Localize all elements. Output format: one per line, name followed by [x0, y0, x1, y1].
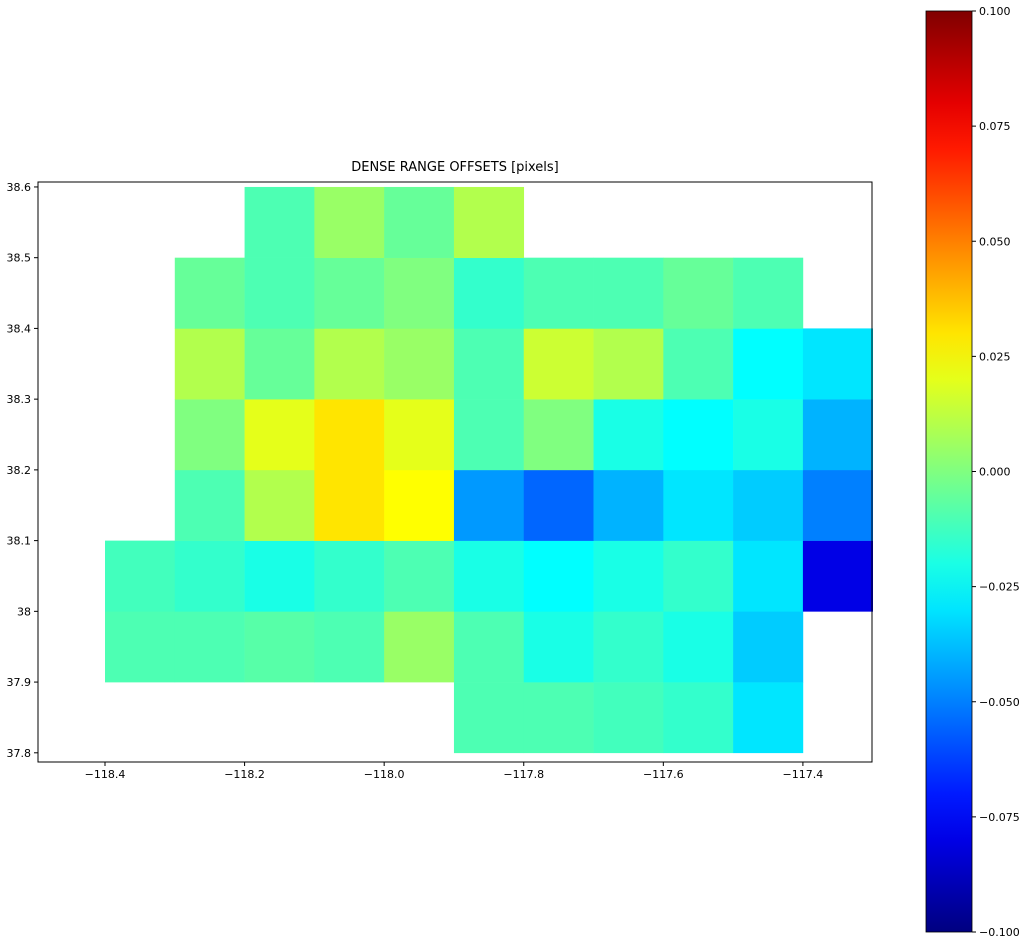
heatmap-cell: [663, 611, 734, 683]
heatmap-cell: [802, 328, 873, 400]
heatmap-cell: [244, 540, 315, 612]
heatmap-cell: [523, 399, 594, 471]
heatmap-cell: [523, 328, 594, 400]
colorbar-tick-label: 0.050: [979, 235, 1011, 248]
heatmap-cell: [384, 469, 455, 541]
heatmap-cell: [453, 611, 525, 683]
heatmap-cell: [244, 611, 315, 683]
heatmap-cell: [314, 469, 385, 541]
colorbar: [925, 10, 973, 933]
heatmap-cell: [663, 540, 734, 612]
y-tick-label: 37.8: [7, 747, 32, 760]
heatmap-cell: [174, 328, 245, 400]
heatmap-cell: [593, 611, 664, 683]
heatmap-cell: [453, 328, 525, 400]
colorbar-tick-label: −0.075: [979, 811, 1020, 824]
plot-frame: [37, 181, 873, 763]
x-tick-label: −117.6: [643, 768, 684, 781]
heatmap-cell: [453, 257, 525, 329]
colorbar-tick-label: 0.075: [979, 120, 1011, 133]
heatmap-cell: [802, 399, 873, 471]
heatmap-cell: [593, 399, 664, 471]
heatmap-cell: [733, 611, 804, 683]
heatmap-cell: [523, 682, 594, 754]
heatmap-cell: [244, 328, 315, 400]
colorbar-tick-label: −0.025: [979, 581, 1020, 594]
heatmap-cell: [523, 540, 594, 612]
heatmap-cell: [174, 540, 245, 612]
heatmap-cell: [314, 186, 385, 258]
heatmap-cell: [314, 540, 385, 612]
heatmap-cell: [593, 328, 664, 400]
heatmap-cell: [104, 611, 176, 683]
x-tick-label: −118.0: [364, 768, 405, 781]
heatmap-cell: [733, 469, 804, 541]
heatmap-cell: [384, 328, 455, 400]
heatmap-cell: [593, 469, 664, 541]
chart-title: DENSE RANGE OFFSETS [pixels]: [351, 160, 559, 175]
y-tick-label: 38: [17, 605, 31, 618]
heatmap-cell: [244, 186, 315, 258]
colorbar-tick-label: −0.050: [979, 696, 1020, 709]
heatmap-cell: [384, 257, 455, 329]
heatmap-cell: [244, 257, 315, 329]
heatmap-cell: [663, 399, 734, 471]
heatmap-cell: [174, 399, 245, 471]
y-tick-label: 38.6: [7, 181, 32, 194]
heatmap-cell: [314, 611, 385, 683]
heatmap-cell: [802, 540, 873, 612]
heatmap-cell: [733, 540, 804, 612]
colorbar-tick-label: 0.000: [979, 466, 1011, 479]
heatmap-cell: [384, 399, 455, 471]
heatmap-cell: [593, 682, 664, 754]
heatmap-cell: [384, 540, 455, 612]
y-tick-label: 38.5: [7, 252, 32, 265]
heatmap-cell: [244, 399, 315, 471]
y-tick-label: 37.9: [7, 676, 32, 689]
x-tick-label: −118.4: [85, 768, 126, 781]
heatmap-cell: [733, 257, 804, 329]
colorbar-tick-label: −0.100: [979, 926, 1020, 939]
heatmap-cell: [453, 186, 525, 258]
heatmap-cell: [453, 469, 525, 541]
heatmap-cell: [663, 328, 734, 400]
heatmap-cell: [733, 328, 804, 400]
heatmap-cell: [384, 186, 455, 258]
x-tick-label: −117.8: [503, 768, 544, 781]
colorbar-tick-label: 0.100: [979, 5, 1011, 18]
heatmap-cell: [593, 257, 664, 329]
heatmap-cell: [733, 399, 804, 471]
heatmap-cell: [802, 469, 873, 541]
x-tick-label: −117.4: [783, 768, 824, 781]
colorbar-tick-label: 0.025: [979, 350, 1011, 363]
heatmap-cell: [523, 469, 594, 541]
heatmap-cell: [663, 469, 734, 541]
heatmap-cell: [244, 469, 315, 541]
heatmap-cell: [593, 540, 664, 612]
heatmap-cell: [453, 682, 525, 754]
y-tick-label: 38.3: [7, 393, 32, 406]
heatmap-cell: [314, 328, 385, 400]
y-tick-label: 38.4: [7, 322, 32, 335]
heatmap-cell: [453, 540, 525, 612]
heatmap-cell: [104, 540, 176, 612]
y-tick-label: 38.2: [7, 464, 32, 477]
heatmap-cell: [174, 611, 245, 683]
heatmap-cell: [174, 257, 245, 329]
heatmap-cell: [523, 257, 594, 329]
heatmap-cell: [314, 257, 385, 329]
heatmap-cell: [453, 399, 525, 471]
y-tick-label: 38.1: [7, 535, 32, 548]
heatmap-cell: [663, 257, 734, 329]
heatmap-cell: [663, 682, 734, 754]
heatmap-cell: [174, 469, 245, 541]
heatmap-cell: [523, 611, 594, 683]
heatmap-cell: [314, 399, 385, 471]
x-tick-label: −118.2: [224, 768, 265, 781]
heatmap-cell: [733, 682, 804, 754]
heatmap-cell: [384, 611, 455, 683]
